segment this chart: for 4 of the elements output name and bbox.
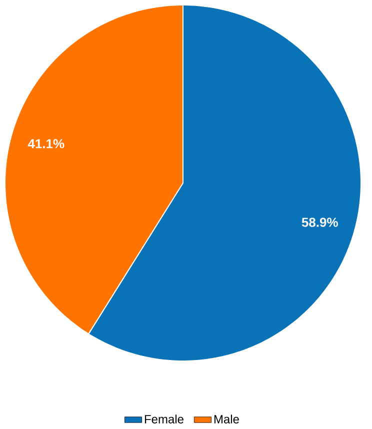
legend-label: Female — [144, 414, 184, 424]
data-label: 58.9% — [302, 218, 338, 227]
legend-label: Male — [214, 414, 239, 424]
data-label: 41.1% — [28, 139, 64, 148]
